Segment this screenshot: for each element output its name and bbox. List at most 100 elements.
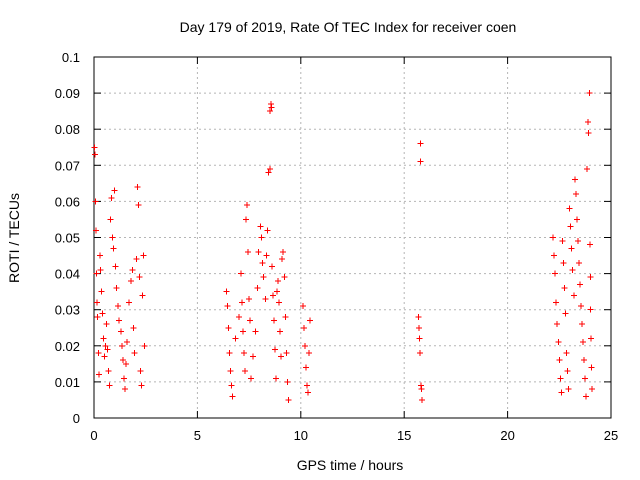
- scatter-point: [133, 256, 140, 263]
- scatter-point: [138, 382, 145, 389]
- scatter-point: [418, 396, 425, 403]
- scatter-point: [117, 328, 124, 335]
- scatter-point: [584, 118, 591, 125]
- scatter-point: [299, 303, 306, 310]
- scatter-point: [556, 357, 563, 364]
- scatter-point: [107, 216, 114, 223]
- scatter-point: [271, 346, 278, 353]
- scatter-point: [268, 104, 275, 111]
- scatter-point: [588, 364, 595, 371]
- y-tick-label: 0.08: [55, 122, 80, 137]
- scatter-point: [100, 335, 107, 342]
- scatter-point: [97, 266, 104, 273]
- y-axis-label: ROTI / TECUs: [6, 193, 22, 283]
- scatter-point: [269, 292, 276, 299]
- scatter-point: [228, 382, 235, 389]
- scatter-point: [223, 288, 230, 295]
- y-tick-label: 0.01: [55, 375, 80, 390]
- scatter-point: [570, 292, 577, 299]
- scatter-point: [575, 259, 582, 266]
- scatter-point: [301, 342, 308, 349]
- scatter-point: [587, 306, 594, 313]
- scatter-point: [551, 252, 558, 259]
- grid-layer: [94, 57, 611, 418]
- scatter-point: [119, 357, 126, 364]
- scatter-point: [122, 386, 129, 393]
- scatter-point: [278, 353, 285, 360]
- scatter-point: [112, 263, 119, 270]
- scatter-point: [561, 285, 568, 292]
- scatter-point: [270, 317, 277, 324]
- scatter-point: [562, 310, 569, 317]
- chart-title: Day 179 of 2019, Rate Of TEC Index for r…: [180, 19, 517, 35]
- scatter-point: [283, 350, 290, 357]
- scatter-point: [563, 350, 570, 357]
- scatter-point: [135, 202, 142, 209]
- x-axis-label: GPS time / hours: [297, 457, 404, 473]
- scatter-point: [92, 198, 99, 205]
- x-tick-label: 10: [294, 428, 308, 443]
- y-tick-label: 0.06: [55, 194, 80, 209]
- scatter-point: [307, 317, 314, 324]
- scatter-point: [96, 252, 103, 259]
- scatter-point: [266, 165, 273, 172]
- scatter-point: [250, 353, 257, 360]
- scatter-point: [257, 223, 264, 230]
- scatter-point: [554, 321, 561, 328]
- scatter-point: [267, 108, 274, 115]
- scatter-point: [582, 375, 589, 382]
- scatter-point: [304, 382, 311, 389]
- scatter-point: [229, 393, 236, 400]
- scatter-point: [416, 350, 423, 357]
- scatter-point: [105, 368, 112, 375]
- y-tick-label: 0.09: [55, 86, 80, 101]
- scatter-point: [232, 335, 239, 342]
- scatter-point: [101, 353, 108, 360]
- scatter-point: [567, 223, 574, 230]
- scatter-point: [113, 285, 120, 292]
- scatter-point: [225, 324, 232, 331]
- scatter-point: [586, 241, 593, 248]
- scatter-point: [279, 256, 286, 263]
- y-tick-label: 0.07: [55, 158, 80, 173]
- x-tick-label: 15: [397, 428, 411, 443]
- scatter-point: [246, 295, 253, 302]
- scatter-point: [274, 288, 281, 295]
- scatter-point: [126, 299, 133, 306]
- scatter-point: [302, 364, 309, 371]
- scatter-point: [572, 191, 579, 198]
- scatter-point: [244, 202, 251, 209]
- scatter-point: [238, 299, 245, 306]
- scatter-point: [104, 346, 111, 353]
- scatter-point: [282, 313, 289, 320]
- scatter-point: [123, 360, 130, 367]
- scatter-point: [111, 187, 118, 194]
- scatter-point: [114, 303, 121, 310]
- scatter-point: [106, 382, 113, 389]
- y-tick-label: 0.03: [55, 303, 80, 318]
- scatter-point: [102, 342, 109, 349]
- scatter-point: [265, 169, 272, 176]
- scatter-point: [272, 375, 279, 382]
- x-tick-label: 0: [90, 428, 97, 443]
- scatter-point: [564, 368, 571, 375]
- scatter-point: [574, 238, 581, 245]
- scatter-point: [240, 350, 247, 357]
- y-tick-label: 0.02: [55, 339, 80, 354]
- scatter-point: [586, 90, 593, 97]
- scatter-point: [110, 245, 117, 252]
- scatter-point: [130, 324, 137, 331]
- scatter-point: [306, 350, 313, 357]
- y-tick-label: 0: [73, 411, 80, 426]
- scatter-point: [99, 310, 106, 317]
- scatter-point: [264, 227, 271, 234]
- x-tick-label: 5: [194, 428, 201, 443]
- scatter-point: [241, 368, 248, 375]
- scatter-point: [580, 339, 587, 346]
- scatter-point: [139, 292, 146, 299]
- y-tick-label: 0.05: [55, 231, 80, 246]
- scatter-point: [255, 248, 262, 255]
- scatter-point: [109, 234, 116, 241]
- scatter-point: [115, 317, 122, 324]
